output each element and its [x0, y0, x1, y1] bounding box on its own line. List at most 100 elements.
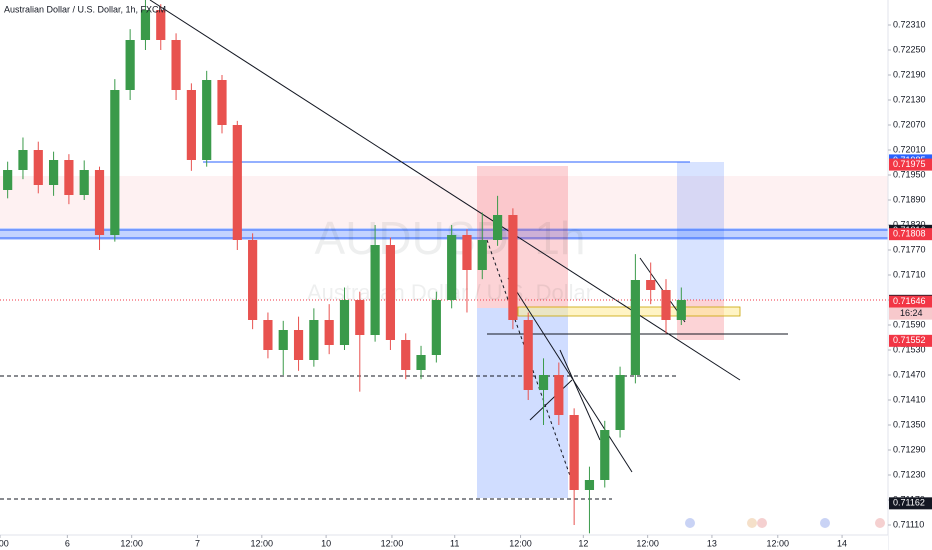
candle-body: [232, 125, 242, 240]
x-tick-label: 12:00: [766, 538, 789, 548]
x-tick-label: 12:00: [636, 538, 659, 548]
drawings: [0, 0, 888, 500]
x-tick-label: 12:00: [251, 538, 274, 548]
candle-body: [48, 160, 59, 185]
y-tick-label: 0.71590: [893, 319, 926, 329]
event-icon: [875, 518, 885, 528]
price-label: 0.71162: [893, 498, 925, 508]
price-label-bg: [889, 158, 932, 171]
candle-body: [64, 160, 74, 195]
x-tick-label: 13: [707, 538, 717, 548]
candle-body: [94, 170, 105, 235]
y-tick-label: 0.71710: [893, 269, 926, 279]
candle-body: [661, 290, 671, 320]
price-label-bg: [889, 295, 932, 308]
candle-body: [125, 40, 135, 90]
price-label: 0.71975: [893, 159, 926, 169]
candle-body: [79, 170, 89, 195]
y-tick-label: 0.71770: [893, 244, 926, 254]
zone: [0, 228, 888, 240]
event-icon: [685, 518, 695, 528]
price-label-bg: [889, 228, 932, 241]
price-label-bg: [889, 497, 932, 510]
y-tick-label: 0.71950: [893, 169, 926, 179]
candle-body: [523, 320, 533, 390]
candle-body: [615, 375, 625, 430]
candle-body: [401, 340, 411, 370]
candles: [3, 0, 686, 534]
countdown-bg: [889, 307, 932, 320]
candle-body: [676, 300, 686, 320]
y-tick-label: 0.71530: [893, 344, 926, 354]
y-tick-label: 0.71410: [893, 394, 926, 404]
price-label-bg: [889, 334, 932, 347]
candle-body: [646, 280, 656, 290]
candle-body: [630, 280, 640, 375]
y-tick-label: 0.72130: [893, 94, 926, 104]
event-icon: [820, 518, 830, 528]
candle-body: [324, 320, 334, 345]
candle-body: [477, 240, 487, 270]
candle-body: [140, 10, 151, 40]
x-tick-label: 12:00: [381, 538, 404, 548]
candle-body: [186, 90, 196, 160]
price-axis: [888, 0, 932, 550]
x-tick-label: 7: [195, 538, 200, 548]
candle-body: [248, 240, 258, 320]
candle-body: [492, 215, 503, 240]
candle-body: [293, 330, 304, 360]
y-tick-label: 0.72250: [893, 44, 926, 54]
candle-body: [538, 375, 549, 390]
y-tick-label: 0.71230: [893, 469, 926, 479]
trendline: [529, 379, 573, 421]
countdown: 16:24: [900, 308, 923, 318]
candle-body: [263, 320, 273, 350]
y-tick-label: 0.71830: [893, 219, 926, 229]
chart-title: Australian Dollar / U.S. Dollar, 1h, FXC…: [4, 4, 166, 14]
zone: [0, 176, 888, 228]
candle-body: [416, 355, 426, 370]
x-tick-label: 10: [321, 538, 331, 548]
time-axis: [0, 535, 888, 550]
y-tick-label: 0.71290: [893, 444, 926, 454]
event-icon: [747, 518, 757, 528]
candle-body: [370, 245, 380, 335]
candle-body: [569, 415, 579, 490]
trendline: [559, 349, 601, 441]
y-tick-label: 0.71350: [893, 419, 926, 429]
price-label: 0.71808: [893, 229, 926, 239]
candle-body: [584, 480, 595, 490]
candle-body: [447, 235, 457, 300]
x-tick-label: 12:00: [120, 538, 143, 548]
target-box: [677, 162, 724, 300]
candle-body: [385, 245, 396, 340]
candle-body: [33, 150, 43, 185]
candle-body: [508, 215, 518, 320]
x-tick-label: 11: [450, 538, 459, 548]
event-icon: [757, 518, 767, 528]
candle-body: [600, 430, 610, 480]
event-icons: [685, 518, 885, 528]
x-tick-label: 12:00: [509, 538, 532, 548]
price-label: 0.71646: [893, 296, 926, 306]
candle-body: [202, 80, 212, 160]
candle-body: [355, 300, 365, 335]
target-box: [477, 308, 568, 498]
candle-body: [309, 320, 319, 360]
candle-body: [278, 330, 288, 350]
candle-body: [18, 150, 28, 170]
y-tick-label: 0.71890: [893, 194, 926, 204]
candle-body: [110, 90, 120, 235]
candle-body: [554, 375, 564, 415]
trendline: [149, 0, 741, 381]
price-label: 0.71552: [893, 335, 926, 345]
x-tick-label: 12: [578, 538, 588, 548]
risk-box: [477, 166, 568, 308]
x-tick-label: 6: [65, 538, 70, 548]
candle-body: [462, 235, 472, 270]
y-tick-label: 0.72190: [893, 69, 926, 79]
x-tick-label: 14: [837, 538, 847, 548]
y-tick-label: 0.71470: [893, 369, 926, 379]
candle-body: [217, 80, 227, 125]
